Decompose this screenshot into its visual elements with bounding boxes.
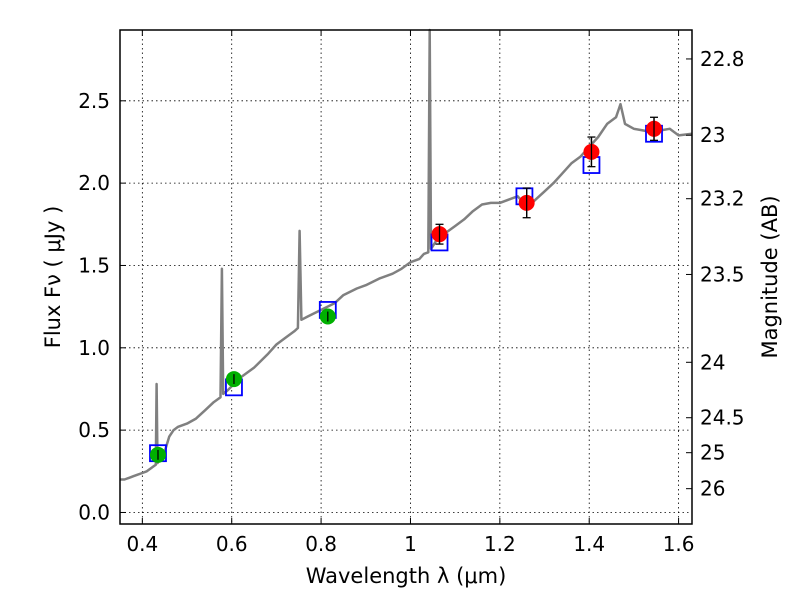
y-axis-label: Flux Fν ( μJy ) bbox=[41, 206, 65, 349]
x-axis-label: Wavelength λ (μm) bbox=[306, 564, 507, 588]
grid bbox=[120, 30, 692, 524]
y-tick-label: 0.0 bbox=[78, 500, 110, 524]
markers-layer bbox=[149, 116, 663, 463]
magnitude-tick-label: 23.2 bbox=[700, 187, 745, 211]
y-tick-label: 2.0 bbox=[78, 171, 110, 195]
x-tick-label: 0.4 bbox=[126, 532, 158, 556]
x-tick-label: 1 bbox=[404, 532, 417, 556]
y-tick-label: 0.5 bbox=[78, 418, 110, 442]
spectrum-layer bbox=[120, 28, 693, 481]
right-axis-label: Magnitude (AB) bbox=[758, 195, 782, 358]
magnitude-tick-label: 25 bbox=[700, 441, 725, 465]
spectrum-line bbox=[120, 28, 693, 481]
x-tick-label: 1.4 bbox=[573, 532, 605, 556]
y-tick-label: 1.5 bbox=[78, 253, 110, 277]
magnitude-tick-label: 23 bbox=[700, 123, 725, 147]
x-tick-label: 0.6 bbox=[216, 532, 248, 556]
x-tick-label: 1.2 bbox=[484, 532, 516, 556]
magnitude-tick-label: 23.5 bbox=[700, 262, 745, 286]
magnitude-tick-label: 24 bbox=[700, 350, 725, 374]
y-tick-label: 1.0 bbox=[78, 336, 110, 360]
y-tick-label: 2.5 bbox=[78, 89, 110, 113]
magnitude-tick-label: 24.5 bbox=[700, 406, 745, 430]
ticks: 0.4 0.6 0.8 1 1.2 1.4 1.6 0.0 0.5 1.0 1.5 2.0 2.5 22.… bbox=[78, 30, 745, 556]
magnitude-tick-label: 26 bbox=[700, 477, 725, 501]
x-tick-label: 1.6 bbox=[663, 532, 695, 556]
x-tick-label: 0.8 bbox=[305, 532, 337, 556]
magnitude-tick-label: 22.8 bbox=[700, 47, 745, 71]
plot-area-frame bbox=[119, 29, 693, 525]
